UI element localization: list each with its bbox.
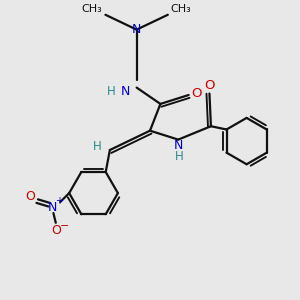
Text: O: O — [204, 79, 215, 92]
Text: H: H — [93, 140, 102, 153]
Text: CH₃: CH₃ — [171, 4, 192, 14]
Text: N: N — [174, 139, 184, 152]
Text: O: O — [51, 224, 61, 237]
Text: O: O — [26, 190, 35, 202]
Text: H: H — [175, 150, 183, 163]
Text: N: N — [132, 23, 141, 36]
Text: N: N — [121, 85, 130, 98]
Text: O: O — [191, 87, 201, 100]
Text: +: + — [55, 196, 63, 206]
Text: H: H — [107, 85, 116, 98]
Text: N: N — [48, 201, 58, 214]
Text: −: − — [59, 221, 69, 231]
Text: CH₃: CH₃ — [82, 4, 102, 14]
